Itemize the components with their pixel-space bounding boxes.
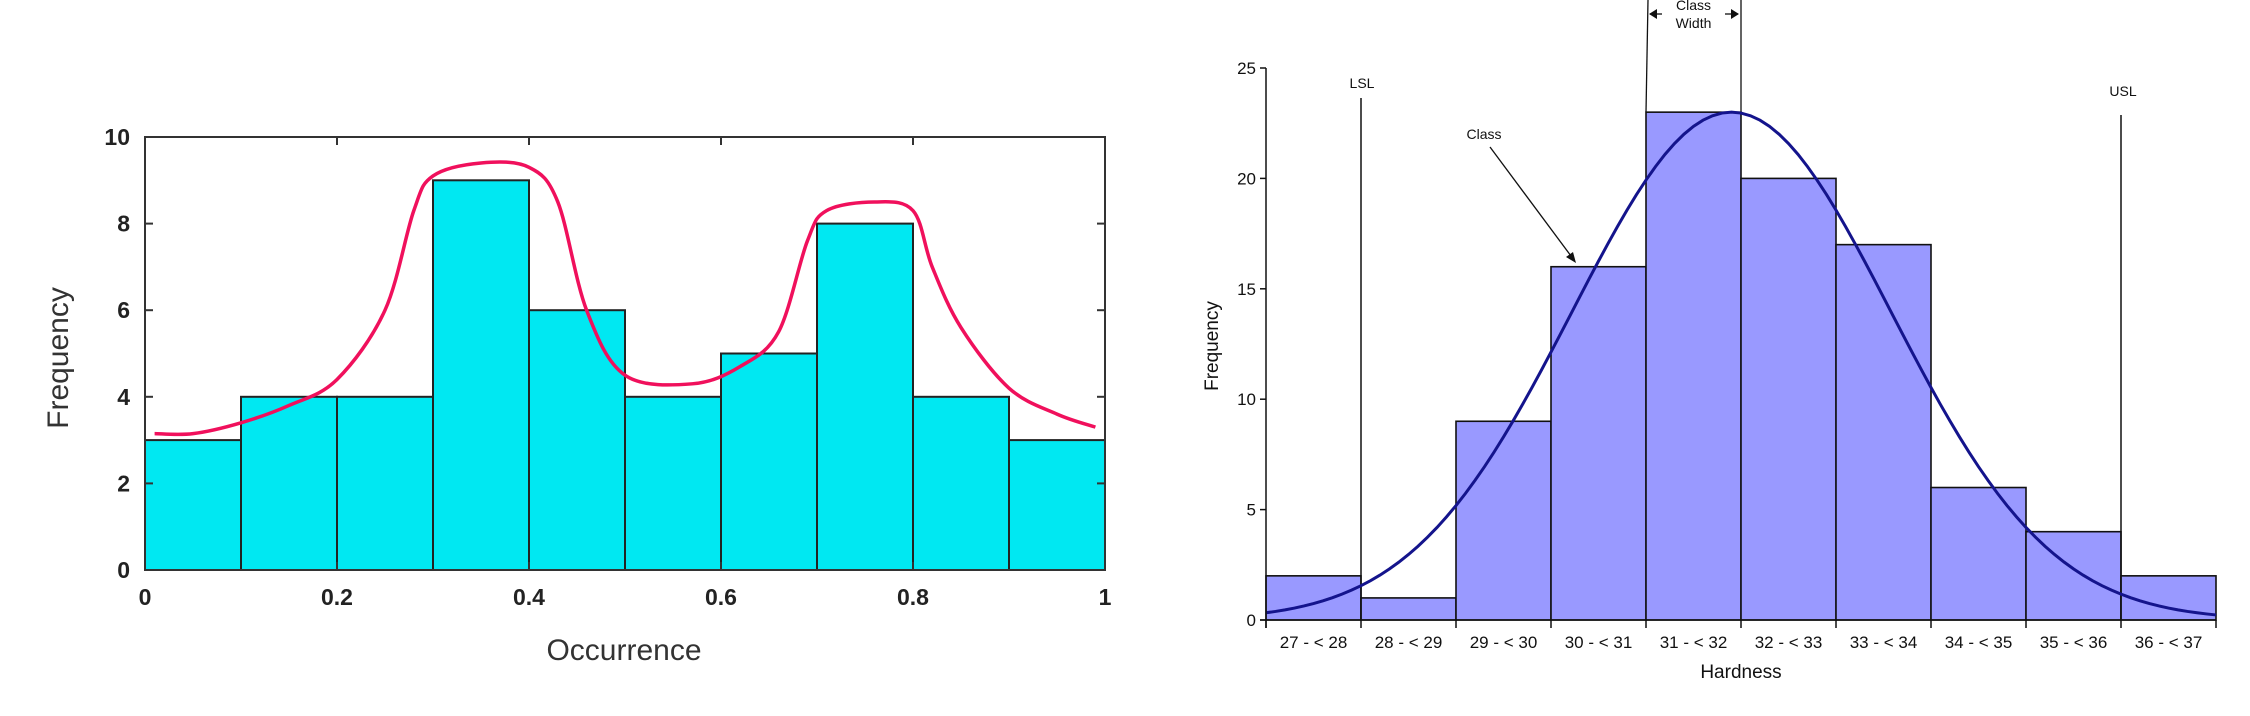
- histogram-bar: [528, 309, 626, 571]
- y-tick-label: 0: [117, 557, 130, 583]
- histogram-bar: [2025, 530, 2122, 621]
- histogram-bar: [1740, 177, 1837, 621]
- class-width-left-line: [1645, 0, 1649, 113]
- x-tick-label: 0.4: [513, 584, 545, 610]
- x-category-label: 35 - < 36: [2040, 633, 2108, 652]
- histogram-bar: [432, 179, 530, 572]
- y-tick-label: 6: [117, 297, 130, 323]
- y-tick-label: 2: [117, 470, 130, 496]
- x-category-label: 34 - < 35: [1945, 633, 2013, 652]
- arrow-head-icon: [1566, 252, 1576, 263]
- normal-distribution-curve: [1265, 110, 2217, 617]
- y-tick-label: 5: [1247, 501, 1256, 520]
- plot-frame: [144, 136, 1106, 571]
- x-category-label: 36 - < 37: [2135, 633, 2203, 652]
- y-tick-label: 10: [104, 124, 130, 150]
- occurrence-density-curve: [154, 160, 1096, 437]
- x-axis-label: Occurrence: [546, 634, 701, 667]
- histogram-bar: [1550, 265, 1647, 621]
- y-tick-label: 10: [1237, 390, 1256, 409]
- histogram-bar: [912, 395, 1010, 571]
- histogram-bar: [1455, 420, 1552, 621]
- histogram-bar: [240, 395, 338, 571]
- y-tick-label: 15: [1237, 280, 1256, 299]
- histogram-bar: [1265, 575, 1362, 621]
- y-axis-label: Frequency: [42, 287, 75, 429]
- x-tick-label: 1: [1099, 584, 1112, 610]
- histogram-bar: [144, 439, 242, 571]
- arrow-head-icon: [1649, 9, 1657, 19]
- x-tick-label: 0.2: [321, 584, 353, 610]
- histogram-bar: [720, 352, 818, 571]
- class-width-label-line2: Width: [1676, 15, 1712, 31]
- y-tick-label: 0: [1247, 611, 1256, 630]
- histogram-bar: [1360, 597, 1457, 621]
- x-axis-label: Hardness: [1700, 662, 1781, 683]
- histogram-bar: [1008, 439, 1106, 571]
- x-tick-label: 0.8: [897, 584, 929, 610]
- x-tick-label: 0.6: [705, 584, 737, 610]
- arrow-head-icon: [1731, 9, 1739, 19]
- histogram-bar: [816, 222, 914, 571]
- y-tick-label: 4: [117, 384, 130, 410]
- y-axis-label: Frequency: [1202, 301, 1223, 391]
- x-category-label: 28 - < 29: [1375, 633, 1443, 652]
- class-width-label-line1: Class: [1676, 0, 1711, 13]
- x-tick-label: 0: [139, 584, 152, 610]
- x-category-label: 29 - < 30: [1470, 633, 1538, 652]
- x-category-label: 33 - < 34: [1850, 633, 1918, 652]
- x-category-label: 32 - < 33: [1755, 633, 1823, 652]
- y-tick-label: 25: [1237, 59, 1256, 78]
- y-tick-label: 8: [117, 211, 130, 237]
- x-category-label: 27 - < 28: [1280, 633, 1348, 652]
- histogram-bar: [1835, 243, 1932, 621]
- x-category-label: 30 - < 31: [1565, 633, 1633, 652]
- y-tick-label: 20: [1237, 169, 1256, 188]
- class-arrow-line: [1489, 146, 1572, 257]
- histogram-bar: [1930, 486, 2027, 621]
- lsl-label: LSL: [1350, 75, 1375, 91]
- x-category-label: 31 - < 32: [1660, 633, 1728, 652]
- hardness-histogram: LSL USL Class Width Class 0 5 10 15 20 25 27 - < 2…: [1202, 0, 2217, 683]
- histogram-bar: [624, 395, 722, 571]
- class-label: Class: [1466, 126, 1501, 142]
- histogram-bar: [1645, 111, 1742, 621]
- usl-label: USL: [2109, 83, 2136, 99]
- histogram-bar: [336, 395, 434, 571]
